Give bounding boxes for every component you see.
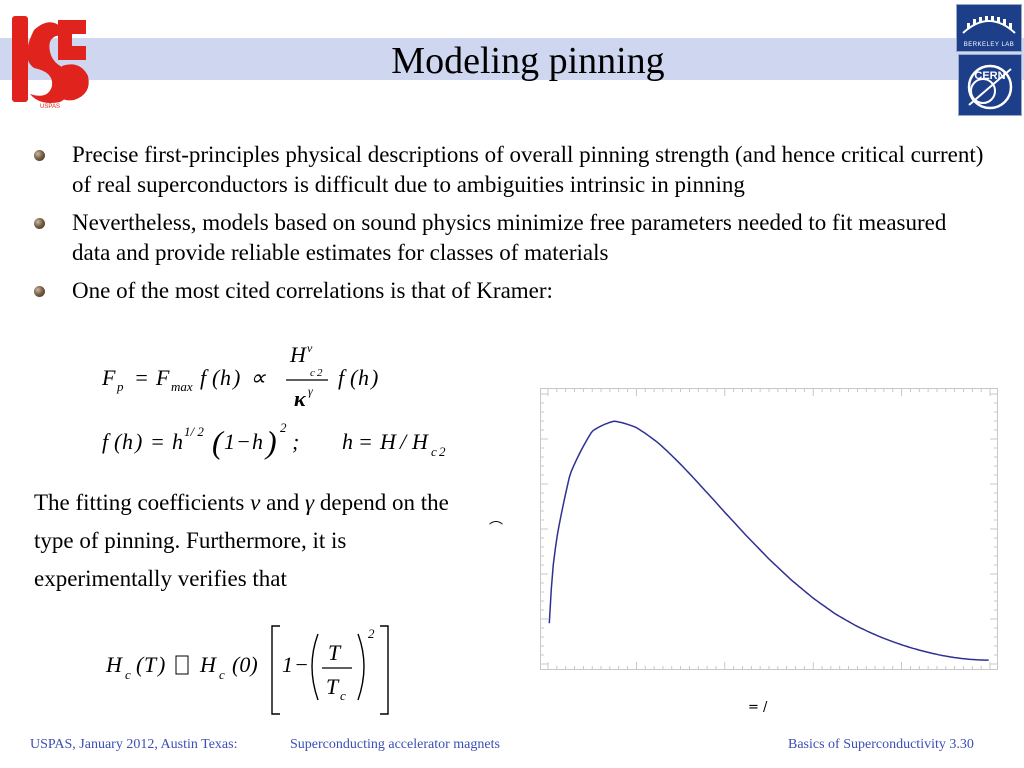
svg-text:c: c [219, 667, 225, 682]
nu-symbol: ν [250, 490, 261, 515]
bullet-list: Precise first-principles physical descri… [30, 140, 990, 314]
svg-text:H: H [105, 652, 123, 677]
svg-text:(: ( [136, 652, 145, 677]
svg-text:(: ( [350, 365, 359, 390]
paragraph-text: depend on the type of pinning. Furthermo… [34, 490, 449, 591]
berkeley-lab-logo: BERKELEY LAB [956, 4, 1022, 52]
bullet-text: One of the most cited correlations is th… [72, 278, 553, 303]
svg-text:F: F [101, 365, 116, 390]
svg-text:∝: ∝ [250, 365, 267, 390]
svg-text:h: h [220, 365, 231, 390]
bullet-item: Precise first-principles physical descri… [30, 140, 990, 200]
svg-text:T: T [326, 674, 340, 699]
svg-text:(: ( [212, 365, 221, 390]
svg-text:−: − [294, 652, 309, 677]
svg-text:1/ 2: 1/ 2 [184, 424, 204, 439]
svg-text:2: 2 [368, 626, 375, 641]
svg-text:c: c [340, 688, 346, 703]
stray-glyph: ⌒ [489, 521, 503, 537]
svg-text:): ) [231, 365, 240, 390]
svg-text:max: max [171, 379, 193, 394]
title-band [0, 38, 1024, 80]
svg-text:T: T [144, 652, 158, 677]
gamma-symbol: γ [305, 490, 315, 515]
chart-ticks [541, 389, 997, 669]
cern-icon: CERN [967, 64, 1013, 110]
svg-text:c: c [431, 444, 437, 459]
uspas-logo-text: USPAS [40, 104, 60, 110]
svg-text:h: h [342, 429, 353, 454]
svg-text:−: − [236, 429, 251, 454]
bullet-icon [34, 150, 45, 161]
svg-text:H: H [289, 342, 307, 367]
svg-text:;: ; [292, 429, 299, 454]
svg-text:H: H [379, 429, 397, 454]
bullet-text: Nevertheless, models based on sound phys… [72, 210, 947, 265]
chart-caption: = / [748, 700, 768, 715]
svg-text:(: ( [212, 424, 225, 460]
f-of-h-formula: f ( h ) = h 1/ 2 ( 1 − h ) 2 ; h = H / H… [102, 420, 446, 460]
uspas-logo: USPAS [12, 16, 89, 110]
svg-text:h: h [122, 429, 133, 454]
svg-text:f: f [338, 365, 347, 390]
svg-text:(: ( [114, 429, 123, 454]
bullet-item: One of the most cited correlations is th… [30, 276, 990, 306]
svg-text:=: = [150, 429, 165, 454]
svg-text:h: h [252, 429, 263, 454]
svg-text:): ) [133, 429, 142, 454]
svg-text:c: c [310, 367, 315, 379]
svg-text:/: / [398, 429, 408, 454]
cern-logo-text: CERN [974, 70, 1005, 82]
svg-text:c: c [125, 667, 131, 682]
svg-text:γ: γ [308, 384, 313, 398]
berkeley-lab-text: BERKELEY LAB [963, 42, 1015, 48]
svg-text:h: h [358, 365, 369, 390]
bullet-icon [34, 286, 45, 297]
svg-text:f: f [200, 365, 209, 390]
kramer-formula: F p = F max f ( h ) ∝ H ν c 2 κ γ f ( h … [101, 341, 378, 411]
svg-text:2: 2 [439, 444, 446, 459]
svg-text:2: 2 [280, 420, 287, 435]
svg-text:H: H [411, 429, 429, 454]
slide-title: Modeling pinning [391, 40, 665, 82]
footer-right: Basics of Superconductivity 3.30 [788, 737, 974, 752]
footer-center: Superconducting accelerator magnets [290, 737, 500, 752]
svg-text:=: = [134, 365, 149, 390]
svg-text:T: T [328, 640, 342, 665]
bullet-icon [34, 218, 45, 229]
footer-left: USPAS, January 2012, Austin Texas: [30, 737, 238, 752]
bullet-item: Nevertheless, models based on sound phys… [30, 208, 990, 268]
chart-frame [540, 388, 998, 670]
svg-text:h: h [172, 429, 183, 454]
svg-text:1: 1 [224, 429, 235, 454]
chart-series-line [548, 420, 989, 661]
bullet-text: Precise first-principles physical descri… [72, 142, 984, 197]
svg-text:): ) [156, 652, 165, 677]
svg-text:F: F [155, 365, 170, 390]
berkeley-lab-icon [962, 16, 1016, 34]
svg-text:): ) [264, 424, 277, 460]
svg-text:p: p [116, 379, 124, 394]
fitting-coefficients-paragraph: The fitting coefficients ν and γ depend … [34, 484, 479, 598]
cern-logo: CERN [958, 54, 1022, 116]
svg-text:2: 2 [317, 367, 323, 379]
svg-text:ν: ν [307, 341, 313, 355]
critical-field-formula: H c ( T ) H c (0) 1 − T T c 2 [105, 625, 389, 715]
svg-text:κ: κ [294, 386, 307, 411]
svg-text:(0): (0) [232, 652, 258, 677]
svg-text:=: = [358, 429, 373, 454]
paragraph-text: The fitting coefficients [34, 490, 251, 515]
svg-text:1: 1 [282, 652, 293, 677]
svg-text:f: f [102, 429, 111, 454]
pinning-force-chart [540, 388, 998, 670]
svg-text:H: H [199, 652, 217, 677]
svg-text:): ) [369, 365, 378, 390]
paragraph-text: and [260, 490, 306, 515]
